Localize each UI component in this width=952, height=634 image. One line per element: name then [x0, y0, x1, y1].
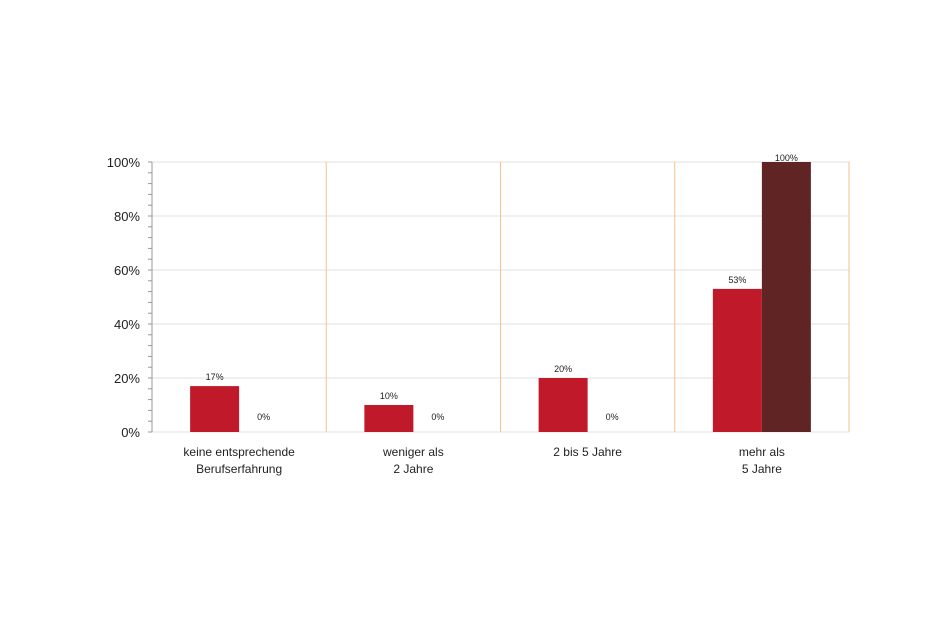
category-label: 2 bis 5 Jahre	[553, 445, 622, 459]
category-label: weniger als	[382, 445, 444, 459]
data-label: 0%	[431, 412, 444, 422]
bar	[538, 378, 588, 432]
data-label: 0%	[257, 412, 270, 422]
y-tick-label: 20%	[114, 371, 140, 386]
bar	[190, 386, 240, 432]
y-tick-label: 100%	[107, 155, 141, 170]
category-label: mehr als	[739, 445, 785, 459]
bar	[712, 288, 762, 432]
y-tick-label: 0%	[121, 425, 140, 440]
bar	[761, 162, 811, 432]
category-label: keine entsprechende	[183, 445, 295, 459]
y-tick-label: 60%	[114, 263, 140, 278]
category-label: 5 Jahre	[742, 462, 782, 476]
data-label: 20%	[554, 364, 572, 374]
data-label: 53%	[728, 275, 746, 285]
data-label: 100%	[775, 153, 798, 163]
data-label: 10%	[380, 391, 398, 401]
data-label: 17%	[206, 372, 224, 382]
bar	[364, 405, 414, 432]
data-label: 0%	[606, 412, 619, 422]
category-label: 2 Jahre	[393, 462, 433, 476]
y-tick-label: 80%	[114, 209, 140, 224]
y-tick-label: 40%	[114, 317, 140, 332]
category-label: Berufserfahrung	[196, 462, 282, 476]
